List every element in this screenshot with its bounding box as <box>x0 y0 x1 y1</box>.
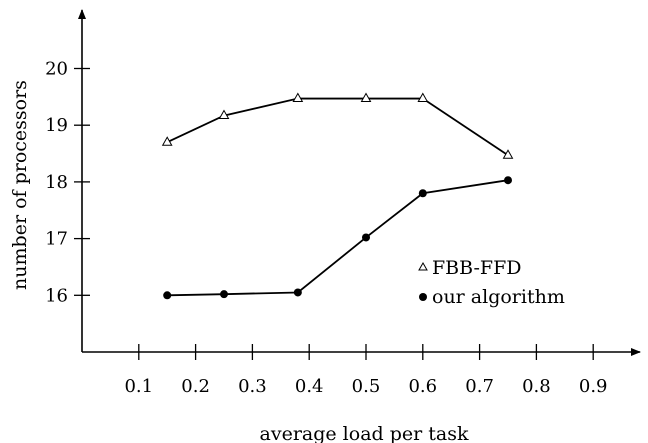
x-tick-label: 0.1 <box>124 376 153 397</box>
x-tick-label: 0.2 <box>181 376 210 397</box>
legend-marker-fbb-ffd <box>418 261 428 271</box>
x-tick-label: 0.8 <box>522 376 551 397</box>
data-point-triangle <box>417 92 429 103</box>
data-point-circle <box>163 291 172 300</box>
x-tick-label: 0.6 <box>408 376 437 397</box>
data-point-circle <box>362 233 370 242</box>
data-point-circle <box>504 176 512 185</box>
series-line-0 <box>166 97 509 157</box>
x-tick-label: 0.4 <box>295 376 324 397</box>
x-tick-label: 0.5 <box>352 376 381 397</box>
x-tick-label: 0.3 <box>238 376 267 397</box>
data-point-triangle <box>161 136 173 146</box>
data-point-triangle <box>292 92 304 103</box>
data-point-triangle <box>502 149 514 159</box>
legend-marker-our-algorithm <box>419 293 427 301</box>
legend-label-our-algorithm: our algorithm <box>432 286 565 308</box>
series-line-1 <box>167 179 509 297</box>
y-ticks: 16 17 18 19 20 <box>45 59 90 306</box>
data-point-circle <box>418 189 427 198</box>
data-point-triangle <box>218 109 230 120</box>
data-point-circle <box>220 290 228 299</box>
x-axis-label: average load per task <box>260 423 469 443</box>
y-tick-label: 18 <box>45 172 68 193</box>
y-tick-label: 19 <box>45 115 68 136</box>
legend-label-fbb-ffd: FBB-FFD <box>432 257 521 279</box>
legend: FBB-FFD our algorithm <box>418 257 565 308</box>
y-tick-label: 16 <box>45 285 68 306</box>
y-tick-label: 17 <box>45 229 68 250</box>
series-layer <box>161 92 514 300</box>
y-tick-label: 20 <box>45 59 68 80</box>
y-axis-label: number of processors <box>9 80 31 290</box>
x-tick-label: 0.9 <box>579 376 608 397</box>
x-ticks: 0.1 0.2 0.3 0.4 0.5 0.6 0.7 0.8 0.9 <box>124 344 608 397</box>
x-tick-label: 0.7 <box>465 376 494 397</box>
data-point-triangle <box>360 92 372 103</box>
data-point-circle <box>293 288 302 297</box>
